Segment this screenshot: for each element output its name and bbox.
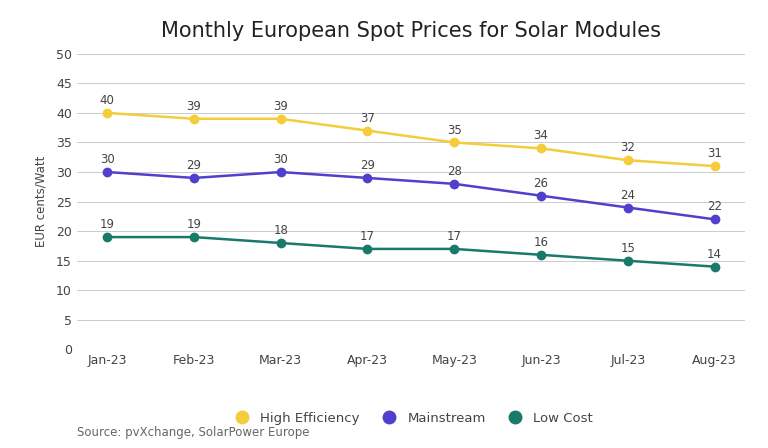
Low Cost [623,258,632,263]
Title: Monthly European Spot Prices for Solar Modules: Monthly European Spot Prices for Solar M… [161,21,661,41]
Text: 30: 30 [100,153,114,166]
Mainstream [103,169,112,175]
High Efficiency [190,116,199,121]
Low Cost [710,264,719,269]
Low Cost [276,240,286,246]
Text: 30: 30 [273,153,288,166]
Text: 35: 35 [447,124,462,137]
Low Cost [103,234,112,240]
Text: 32: 32 [621,141,635,154]
Text: 14: 14 [707,248,722,261]
Text: 18: 18 [273,224,288,237]
Text: 39: 39 [187,100,201,113]
Line: Low Cost: Low Cost [103,233,719,271]
Low Cost [190,234,199,240]
Low Cost [363,246,372,252]
Text: 15: 15 [621,242,635,255]
Text: 16: 16 [534,236,548,249]
Text: 39: 39 [273,100,288,113]
Text: 29: 29 [360,159,375,172]
Text: 34: 34 [534,129,548,142]
Text: 19: 19 [187,218,201,231]
Text: 28: 28 [447,165,462,178]
High Efficiency [363,128,372,134]
Text: 17: 17 [360,230,375,243]
Y-axis label: EUR cents/Watt: EUR cents/Watt [35,156,48,247]
Text: 40: 40 [100,94,114,107]
Mainstream [710,217,719,222]
Mainstream [363,175,372,181]
Low Cost [449,246,458,252]
High Efficiency [536,146,545,151]
High Efficiency [623,158,632,163]
Line: Mainstream: Mainstream [103,168,719,224]
Mainstream [623,205,632,210]
Text: 24: 24 [621,189,635,202]
High Efficiency [710,164,719,169]
High Efficiency [103,110,112,116]
Mainstream [190,175,199,181]
Mainstream [536,193,545,198]
Text: 22: 22 [707,200,722,213]
Text: 37: 37 [360,112,375,125]
High Efficiency [276,116,286,121]
Line: High Efficiency: High Efficiency [103,109,719,170]
Mainstream [449,181,458,186]
Low Cost [536,252,545,258]
Legend: High Efficiency, Mainstream, Low Cost: High Efficiency, Mainstream, Low Cost [223,406,598,430]
Text: 29: 29 [187,159,201,172]
Text: Source: pvXchange, SolarPower Europe: Source: pvXchange, SolarPower Europe [77,426,310,439]
Text: 31: 31 [707,147,722,160]
Text: 19: 19 [100,218,114,231]
Text: 17: 17 [447,230,462,243]
High Efficiency [449,140,458,145]
Text: 26: 26 [534,177,548,190]
Mainstream [276,169,286,175]
